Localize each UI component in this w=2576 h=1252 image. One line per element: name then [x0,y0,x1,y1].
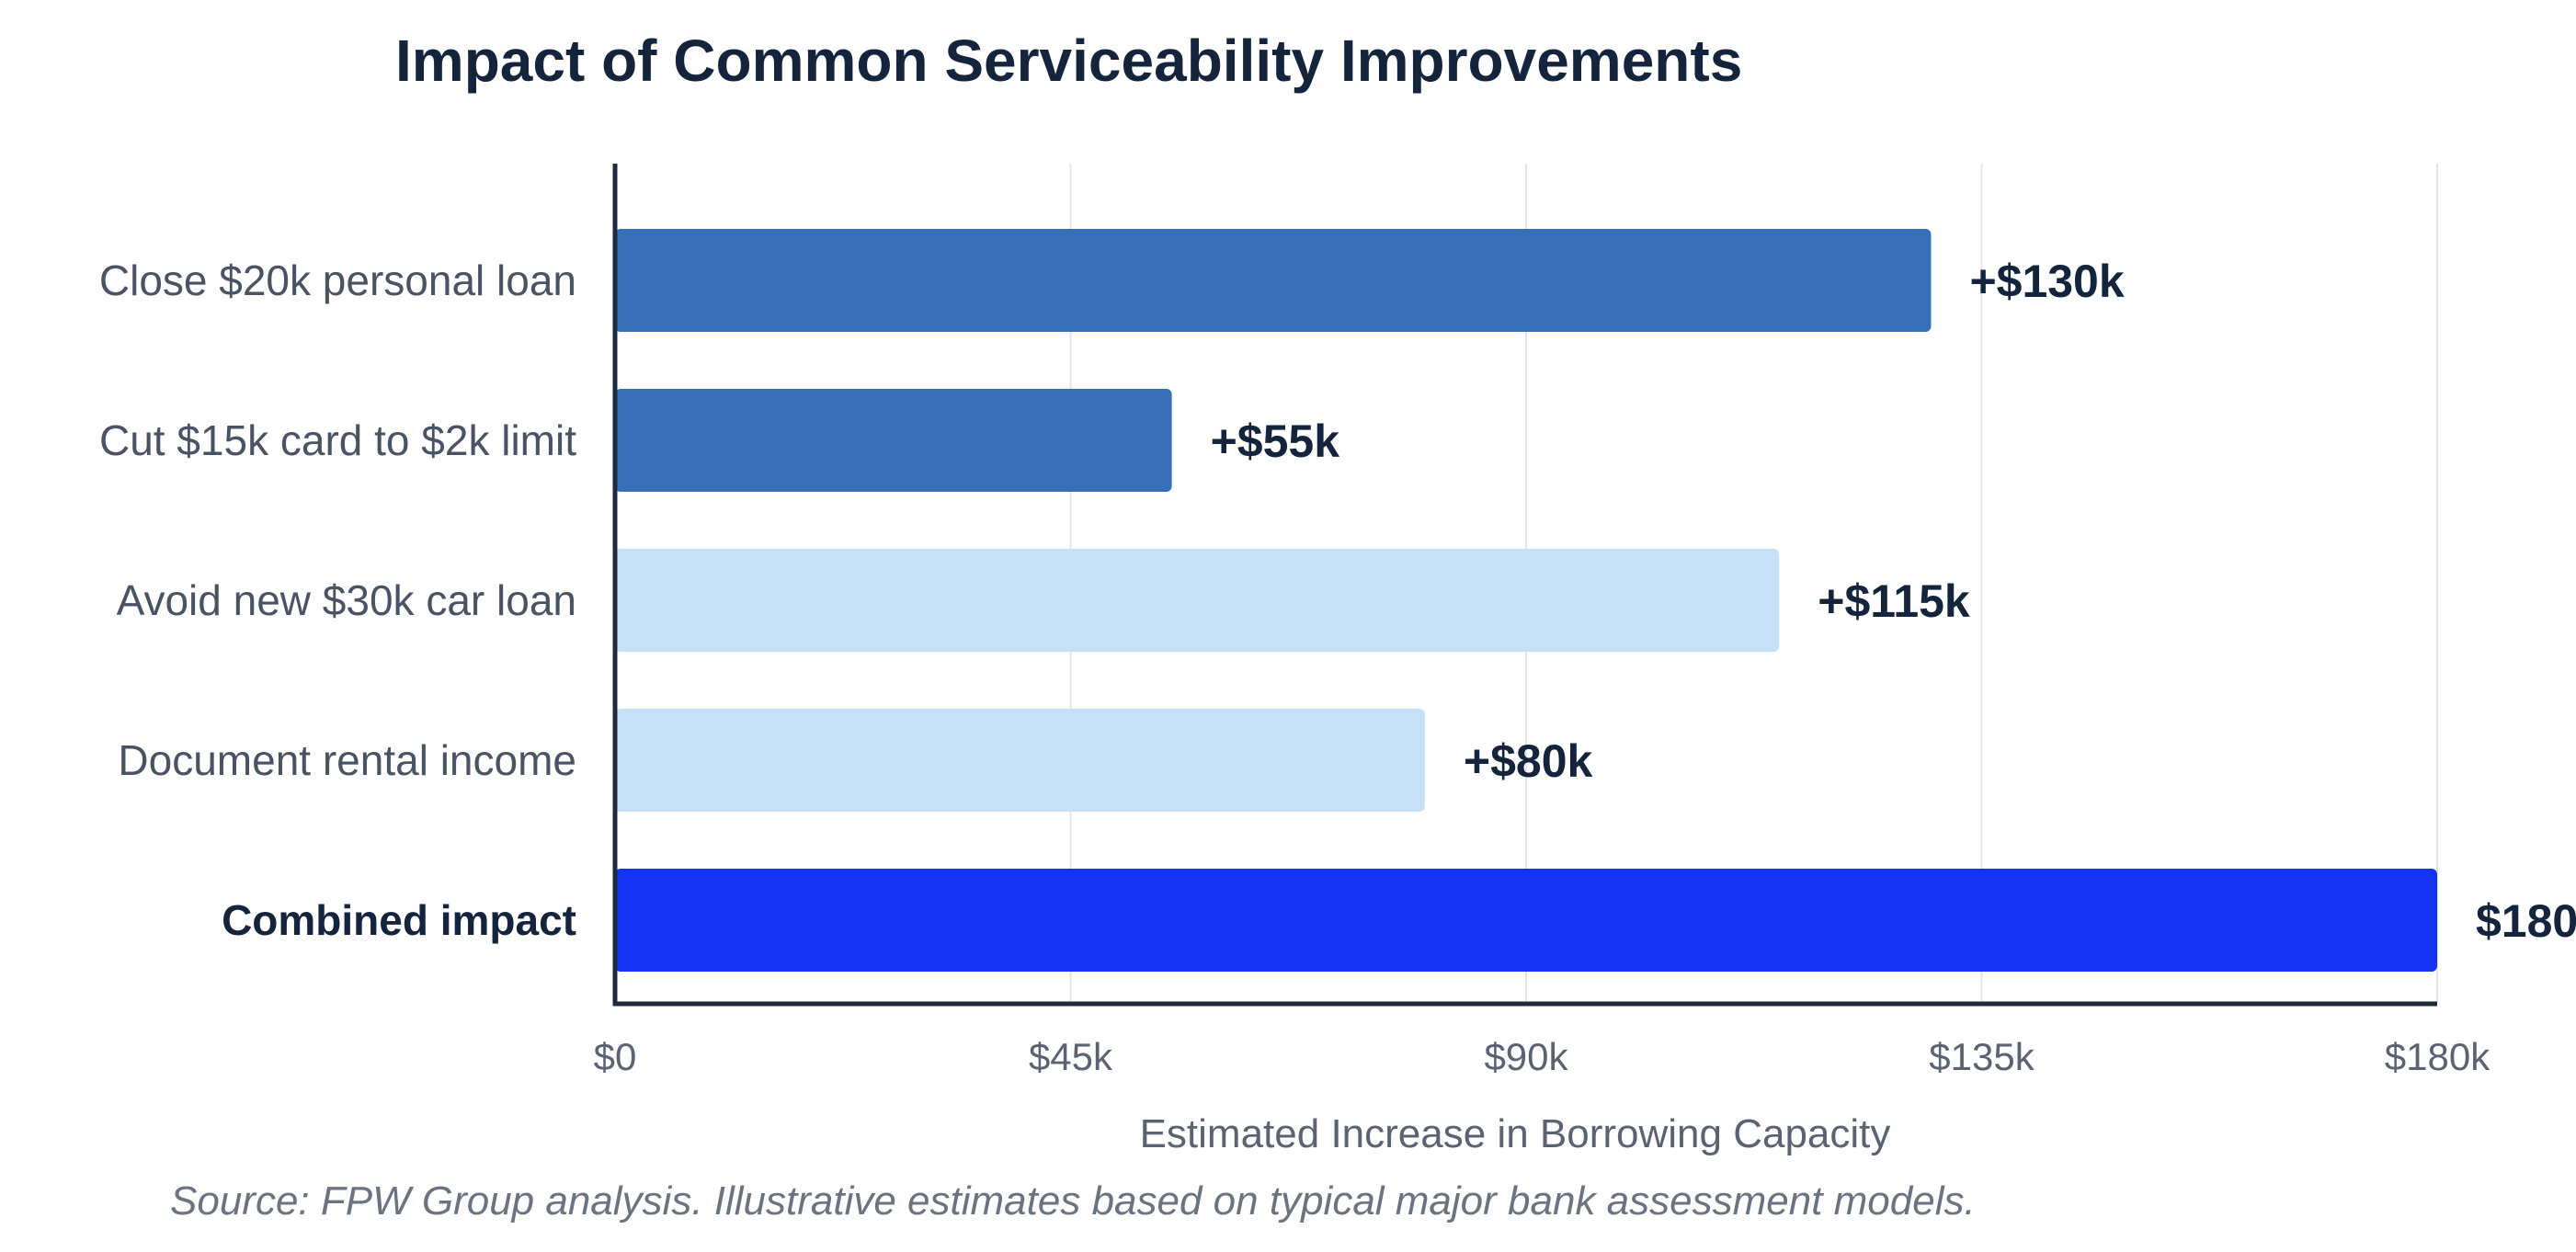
source-note: Source: FPW Group analysis. Illustrative… [170,1178,1976,1224]
data-label: +$115k [1818,575,1970,627]
x-tick-label: $90k [1484,1035,1568,1078]
x-axis-title: Estimated Increase in Borrowing Capacity [1140,1111,1891,1156]
bars: Close $20k personal loan +$130k Cut $15k c… [99,229,2576,972]
category-label: Document rental income [118,736,576,784]
bar [615,229,1932,332]
bar [615,869,2437,972]
bar [615,549,1780,652]
bar [615,389,1172,492]
category-label: Combined impact [222,896,576,944]
data-label: +$80k [1464,735,1593,787]
category-label: Avoid new $30k car loan [117,576,576,624]
data-label: +$55k [1211,415,1340,467]
data-label: +$130k [1969,256,2124,307]
x-tick-label: $180k [2385,1035,2491,1078]
category-label: Cut $15k card to $2k limit [99,416,576,464]
x-tick-label: $45k [1029,1035,1113,1078]
data-label: $180k [2476,895,2576,947]
bar [615,709,1425,812]
x-tick-label: $0 [594,1035,637,1078]
axes: $0 $45k $90k $135k $180k [594,164,2491,1078]
chart-title: Impact of Common Serviceability Improvem… [395,28,1742,94]
x-tick-label: $135k [1929,1035,2035,1078]
category-label: Close $20k personal loan [99,256,576,304]
